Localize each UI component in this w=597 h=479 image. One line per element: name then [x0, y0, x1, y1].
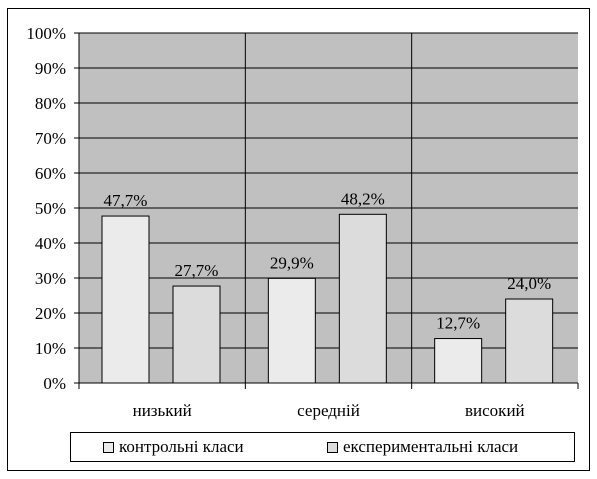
legend-label-experimental: експериментальні класи — [343, 437, 519, 456]
data-label: 48,2% — [341, 189, 385, 208]
legend: контрольні класи експериментальні класи — [70, 432, 575, 462]
bar — [434, 338, 483, 384]
bar — [338, 213, 387, 384]
y-tick-label: 30% — [35, 269, 66, 288]
data-label: 12,7% — [436, 314, 480, 333]
y-tick-label: 0% — [43, 374, 66, 393]
y-tick-label: 20% — [35, 304, 66, 323]
y-tick-label: 60% — [35, 164, 66, 183]
y-tick-label: 80% — [35, 94, 66, 113]
data-label: 24,0% — [507, 274, 551, 293]
x-tick-label: високий — [465, 401, 525, 420]
y-tick-label: 100% — [26, 24, 66, 43]
legend-item-experimental: експериментальні класи — [327, 433, 518, 461]
y-tick-label: 40% — [35, 234, 66, 253]
y-tick-label: 50% — [35, 199, 66, 218]
x-tick-label: низький — [133, 401, 192, 420]
y-tick-label: 70% — [35, 129, 66, 148]
x-tick-label: середній — [297, 401, 360, 420]
y-tick-label: 10% — [35, 339, 66, 358]
legend-label-control: контрольні класи — [119, 437, 244, 456]
legend-swatch-experimental — [327, 441, 338, 453]
bar — [101, 215, 150, 384]
bar — [267, 277, 316, 384]
data-label: 29,9% — [270, 253, 314, 272]
legend-item-control: контрольні класи — [103, 433, 244, 461]
bar — [505, 298, 554, 384]
y-tick-label: 90% — [35, 59, 66, 78]
bar — [172, 285, 221, 384]
legend-swatch-control — [103, 441, 114, 453]
data-label: 27,7% — [175, 261, 219, 280]
data-label: 47,7% — [104, 191, 148, 210]
